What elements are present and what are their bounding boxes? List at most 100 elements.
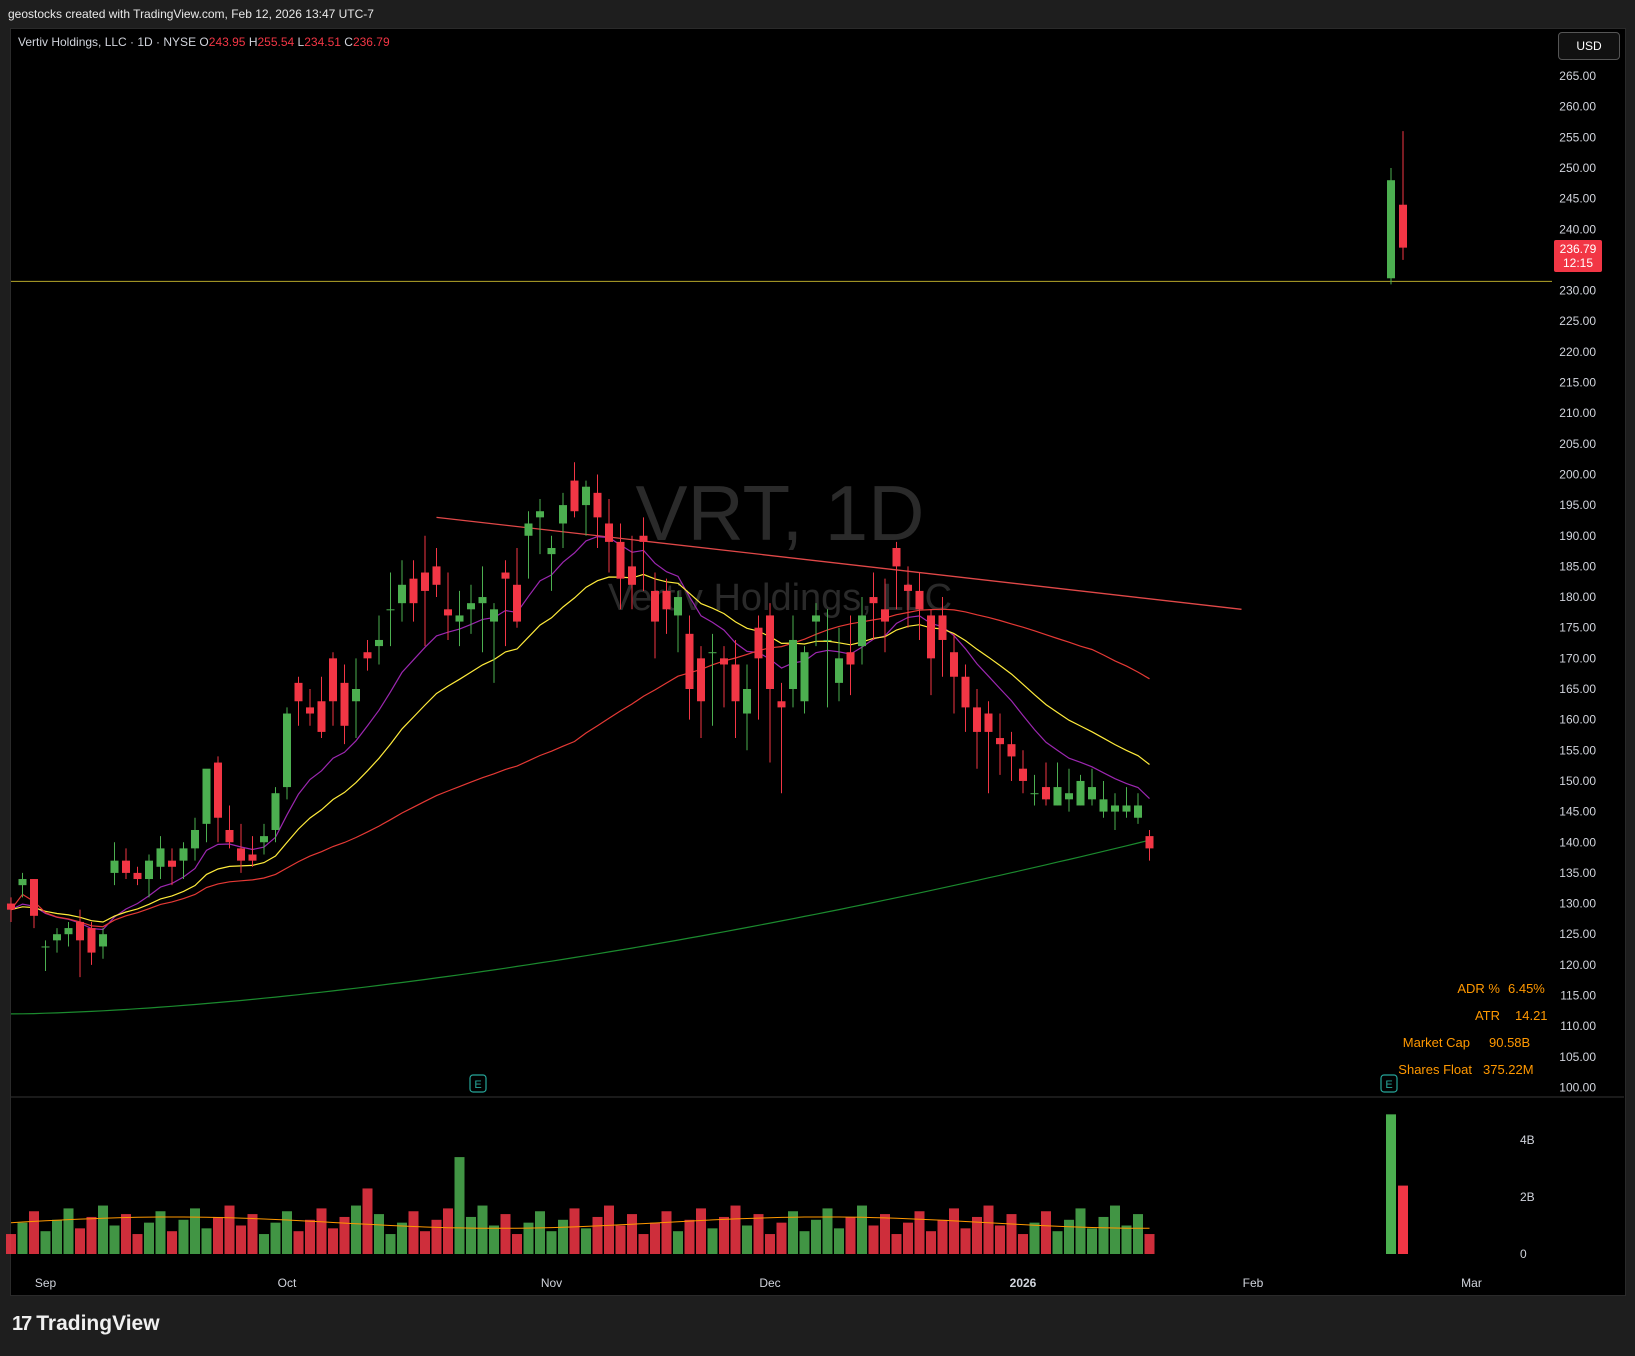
candle-body [777, 701, 786, 708]
earnings-marker-letter: E [474, 1079, 481, 1091]
sma200-line [10, 839, 1150, 1015]
candle-body [7, 903, 15, 910]
candle-body [1053, 787, 1062, 806]
candle-body [1007, 744, 1016, 757]
y-tick-label: 190.00 [1559, 529, 1596, 543]
candle-body [122, 860, 130, 873]
volume-tick-label: 4B [1520, 1133, 1535, 1147]
volume-tick-label: 0 [1520, 1247, 1527, 1261]
candle-body [145, 860, 153, 880]
candle-body [846, 652, 855, 665]
volume-bar [247, 1214, 258, 1254]
volume-bar [408, 1211, 419, 1254]
candle-body [651, 590, 659, 622]
candle-body [478, 597, 487, 604]
volume-bar [558, 1219, 568, 1254]
volume-bar [696, 1208, 706, 1254]
volume-bar [213, 1216, 223, 1254]
volume-bar [293, 1231, 304, 1254]
volume-bar [17, 1222, 28, 1254]
candle-body [1099, 799, 1108, 812]
volume-bar [489, 1225, 499, 1254]
volume-bar [1052, 1231, 1063, 1254]
volume-bar [155, 1211, 166, 1254]
candle-body [973, 707, 981, 732]
volume-bar [1133, 1214, 1143, 1254]
y-tick-label: 230.00 [1559, 284, 1596, 298]
x-tick-label: Oct [278, 1276, 297, 1290]
volume-bar [776, 1222, 787, 1254]
candle-body [294, 682, 303, 702]
last-price-tag: 236.79 12:15 [1554, 240, 1602, 272]
candle-body [191, 829, 199, 849]
volume-bar [799, 1231, 810, 1254]
candle-body [1065, 793, 1073, 800]
volume-bar [270, 1222, 281, 1254]
tradingview-logo[interactable]: 17 TradingView [12, 1312, 160, 1336]
candle-body [858, 615, 866, 647]
candle-body [53, 934, 61, 941]
candle-body [800, 652, 809, 702]
volume-bar [661, 1211, 672, 1254]
last-price-value: 236.79 [1559, 242, 1597, 256]
candle-body [156, 848, 165, 867]
candle-body [697, 658, 705, 702]
candle-body [41, 946, 50, 948]
candle-body [881, 609, 889, 622]
candle-body [363, 652, 372, 659]
stat-label-market-cap: Market Cap [1402, 1035, 1470, 1050]
candle-body [915, 590, 924, 610]
candle-body [616, 541, 625, 579]
x-tick-label: Feb [1243, 1276, 1264, 1290]
candle-body [582, 486, 590, 506]
volume-bar [500, 1214, 511, 1254]
volume-bar [1098, 1216, 1109, 1254]
candle-body [225, 829, 234, 843]
attribution-bar: geostocks created with TradingView.com, … [0, 0, 1635, 28]
volume-bar [523, 1222, 534, 1254]
candle-body [593, 492, 602, 518]
volume-bar [201, 1228, 212, 1254]
candle-body [271, 793, 280, 830]
y-tick-label: 220.00 [1559, 345, 1596, 359]
open-value: 243.95 [208, 35, 246, 49]
volume-bar [1087, 1228, 1097, 1254]
stat-value-shares-float: 375.22M [1483, 1062, 1534, 1077]
currency-button[interactable]: USD [1558, 32, 1620, 60]
candle-body [662, 590, 671, 610]
candle-body [559, 505, 567, 524]
volume-bar [995, 1225, 1005, 1254]
candle-body [708, 652, 717, 654]
volume-tick-label: 2B [1520, 1190, 1535, 1204]
candle-body [766, 615, 774, 689]
y-tick-label: 135.00 [1559, 866, 1596, 880]
volume-bar [305, 1219, 315, 1254]
volume-bar [937, 1219, 948, 1254]
volume-bar [132, 1234, 143, 1254]
candle-body [1399, 204, 1407, 248]
volume-bar [788, 1211, 798, 1254]
candle-body [432, 566, 441, 585]
candle-body [455, 615, 464, 622]
x-tick-label: Mar [1461, 1276, 1482, 1290]
volume-bar [638, 1234, 649, 1254]
volume-bar [673, 1231, 683, 1254]
candle-body [628, 566, 636, 585]
volume-bar [236, 1225, 246, 1254]
volume-bar [960, 1228, 971, 1254]
y-tick-label: 155.00 [1559, 743, 1596, 757]
trendline [436, 516, 1242, 610]
volume-bar [431, 1219, 442, 1254]
y-tick-label: 255.00 [1559, 130, 1596, 144]
y-tick-label: 265.00 [1559, 69, 1596, 83]
earnings-marker-icon: E [469, 1074, 487, 1093]
volume-bar [420, 1231, 430, 1254]
chart-frame[interactable] [10, 28, 1626, 1296]
tradingview-mark-icon: 17 [12, 1312, 32, 1335]
volume-bar [454, 1157, 465, 1254]
y-tick-label: 170.00 [1559, 651, 1596, 665]
y-tick-label: 160.00 [1559, 713, 1596, 727]
y-tick-label: 260.00 [1559, 100, 1596, 114]
x-tick-label: 2026 [1010, 1276, 1037, 1290]
